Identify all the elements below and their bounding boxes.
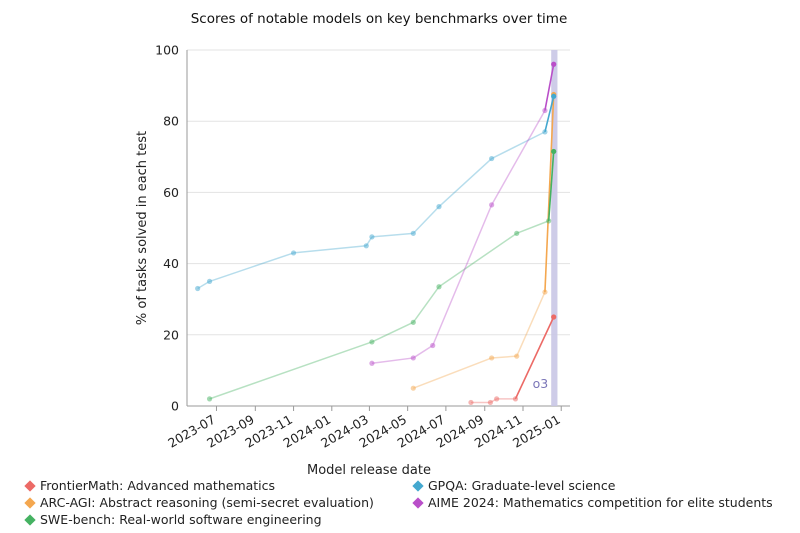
data-point-swe-bench <box>546 218 552 224</box>
series-segment-gpqa <box>209 252 294 283</box>
grid-layer <box>187 49 570 407</box>
data-point-swe-bench <box>436 284 442 290</box>
legend-marker-arc-agi <box>24 497 36 509</box>
legend-label-gpqa: GPQA: Graduate-level science <box>428 478 616 493</box>
data-point-swe-bench <box>551 148 557 155</box>
data-point-aime-2024 <box>551 61 557 67</box>
data-point-swe-bench <box>514 230 520 236</box>
data-point-aime-2024 <box>410 355 416 361</box>
series-segment-gpqa <box>491 131 546 160</box>
y-axis-label: % of tasks solved in each test <box>135 131 150 325</box>
data-point-swe-bench <box>410 319 416 325</box>
highlight-label: o3 <box>533 376 549 391</box>
y-tick-label-60: 60 <box>163 185 179 200</box>
series-segment-gpqa <box>293 245 367 254</box>
legend-label-aime: AIME 2024: Mathematics competition for e… <box>428 495 773 510</box>
legend-item-aime: AIME 2024: Mathematics competition for e… <box>410 494 773 512</box>
legend-marker-gpqa <box>412 480 424 492</box>
series-frontiermath <box>468 314 557 406</box>
series-segment-arc-agi <box>491 355 517 359</box>
legend-marker-swe-bench <box>24 514 36 526</box>
series-segment-aime-2024 <box>412 344 434 359</box>
legend-label-swe-bench: SWE-bench: Real-world software engineeri… <box>40 512 322 527</box>
highlight-band <box>551 50 558 406</box>
series-segment-gpqa <box>412 206 440 234</box>
series-segment-aime-2024 <box>490 110 546 206</box>
series-segment-swe-bench <box>438 232 518 288</box>
series-segment-arc-agi <box>413 357 492 389</box>
series-segment-gpqa <box>544 96 555 133</box>
data-point-arc-agi <box>489 355 495 361</box>
legend-marker-frontiermath <box>24 480 36 492</box>
y-tick-label-20: 20 <box>163 327 179 342</box>
data-point-gpqa <box>290 250 297 256</box>
data-point-aime-2024 <box>542 107 548 114</box>
legend-item-swe-bench: SWE-bench: Real-world software engineeri… <box>22 511 322 529</box>
series-segment-aime-2024 <box>544 64 555 111</box>
series-segment-aime-2024 <box>371 357 414 365</box>
y-tick-label-100: 100 <box>155 43 179 58</box>
data-point-arc-agi <box>542 289 548 295</box>
legend-marker-aime <box>412 497 424 509</box>
data-point-swe-bench <box>206 396 213 402</box>
data-point-gpqa <box>436 204 442 210</box>
legend-item-frontiermath: FrontierMath: Advanced mathematics <box>22 477 275 495</box>
series-segment-arc-agi <box>544 94 555 293</box>
series-segment-gpqa <box>371 232 414 238</box>
data-point-gpqa <box>206 278 213 284</box>
series-segment-swe-bench <box>516 220 549 235</box>
series-gpqa <box>195 93 557 292</box>
x-axis-label: Model release date <box>307 463 431 478</box>
legend-label-frontiermath: FrontierMath: Advanced mathematics <box>40 478 276 493</box>
legend-item-gpqa: GPQA: Graduate-level science <box>410 477 615 495</box>
data-point-arc-agi <box>514 353 520 359</box>
series-segment-swe-bench <box>412 286 440 323</box>
chart-title: Scores of notable models on key benchmar… <box>191 11 568 27</box>
legend-label-arc-agi: ARC-AGI: Abstract reasoning (semi-secret… <box>40 495 374 510</box>
series-segment-aime-2024 <box>432 204 493 346</box>
data-point-aime-2024 <box>489 202 495 208</box>
data-point-gpqa <box>369 234 375 240</box>
data-point-frontiermath <box>487 399 493 406</box>
series-layer <box>195 61 557 406</box>
data-point-gpqa <box>410 230 416 236</box>
series-segment-swe-bench <box>371 321 414 343</box>
data-point-aime-2024 <box>430 342 436 349</box>
data-point-frontiermath <box>468 399 474 406</box>
data-point-gpqa <box>195 285 201 292</box>
data-point-gpqa <box>542 129 548 135</box>
data-point-aime-2024 <box>369 360 375 366</box>
data-point-swe-bench <box>369 339 375 345</box>
series-segment-frontiermath <box>514 316 555 400</box>
data-point-gpqa <box>551 93 557 99</box>
series-segment-swe-bench <box>209 341 373 400</box>
highlight-layer: o3 <box>533 50 558 406</box>
series-segment-swe-bench <box>547 151 555 221</box>
data-point-frontiermath <box>551 314 557 320</box>
series-aime-2024 <box>369 61 557 366</box>
y-tick-label-80: 80 <box>163 114 179 129</box>
series-swe-bench <box>206 148 557 402</box>
series-segment-gpqa <box>438 158 493 208</box>
legend-item-arc-agi: ARC-AGI: Abstract reasoning (semi-secret… <box>22 494 374 512</box>
data-point-frontiermath <box>512 396 519 402</box>
data-point-frontiermath <box>494 396 500 402</box>
data-point-arc-agi <box>410 385 416 391</box>
data-point-gpqa <box>363 243 369 249</box>
series-segment-arc-agi <box>516 291 546 357</box>
y-tick-label-0: 0 <box>171 399 179 414</box>
y-tick-label-40: 40 <box>163 256 179 271</box>
data-point-gpqa <box>489 155 495 162</box>
